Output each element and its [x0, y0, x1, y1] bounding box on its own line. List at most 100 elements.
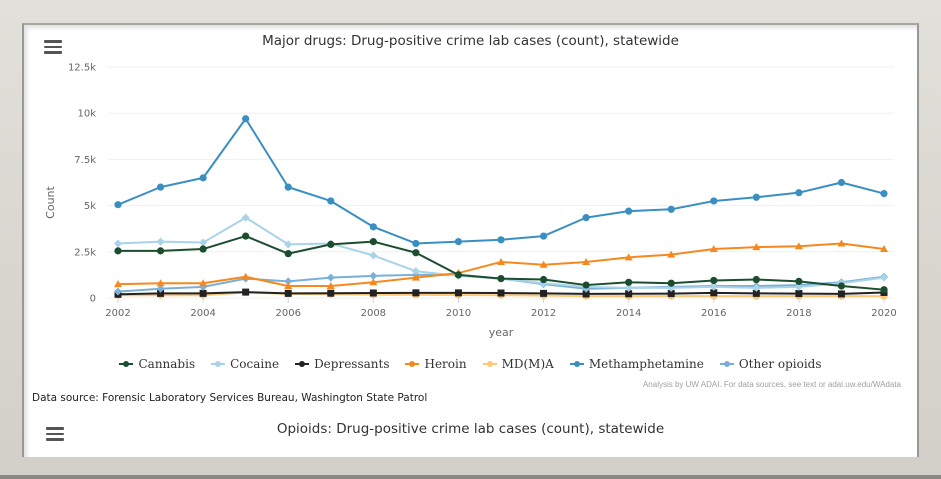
data-point	[114, 287, 122, 296]
data-point	[880, 273, 888, 282]
legend-marker-icon	[295, 360, 310, 368]
data-point	[880, 189, 888, 198]
legend-label: Other opioids	[738, 357, 822, 371]
x-tick-label: 2004	[190, 308, 215, 319]
x-tick-label: 2018	[786, 308, 811, 319]
y-tick-label: 0	[90, 294, 96, 305]
legend-item-cocaine[interactable]: Cocaine	[211, 357, 279, 371]
data-point	[156, 279, 165, 287]
data-point	[752, 243, 761, 251]
data-point	[497, 257, 505, 265]
data-point	[582, 214, 590, 222]
legend-marker-icon	[482, 360, 497, 368]
data-point	[156, 183, 165, 191]
x-tick-label: 2014	[616, 308, 641, 319]
hamburger-menu-icon-bar	[44, 51, 62, 54]
hamburger-menu-icon-bar	[46, 432, 64, 435]
data-point	[327, 240, 335, 249]
chart-menu-button[interactable]	[44, 40, 62, 54]
data-point	[624, 283, 633, 292]
legend-item-other-opioids[interactable]: Other opioids	[719, 357, 822, 371]
data-point	[241, 272, 250, 280]
legend-label: Depressants	[314, 357, 390, 371]
data-point	[625, 207, 633, 215]
data-point	[199, 289, 207, 297]
data-point	[752, 193, 760, 201]
y-tick-label: 10k	[77, 109, 96, 120]
x-tick-label: 2010	[446, 308, 471, 319]
legend-marker-icon	[211, 360, 226, 368]
data-point	[497, 274, 505, 283]
data-point	[284, 250, 292, 258]
x-axis-title: year	[489, 326, 514, 339]
data-point	[369, 223, 377, 231]
data-point	[242, 288, 250, 296]
data-point	[156, 284, 165, 293]
data-point	[795, 277, 803, 285]
data-point	[327, 197, 335, 205]
data-point	[369, 238, 377, 246]
data-point	[411, 273, 420, 281]
data-point	[625, 278, 633, 286]
legend-label: Cocaine	[230, 357, 280, 371]
data-point	[199, 238, 208, 247]
y-tick-label: 2.5k	[74, 247, 96, 258]
data-point	[795, 290, 803, 298]
data-point	[454, 289, 462, 297]
data-point	[412, 289, 420, 297]
data-point	[795, 189, 803, 197]
data-point	[241, 213, 250, 222]
data-point	[199, 174, 207, 182]
data-point	[199, 279, 208, 287]
data-point	[880, 286, 888, 294]
legend-label: MD(M)A	[501, 357, 554, 371]
data-point	[369, 271, 378, 280]
data-point	[284, 277, 293, 286]
hamburger-menu-icon	[46, 427, 64, 430]
data-point	[369, 278, 378, 286]
hamburger-menu-icon	[44, 40, 62, 43]
series-cannabis	[114, 232, 888, 294]
data-point	[837, 290, 845, 298]
data-point	[454, 271, 463, 279]
y-tick-label: 5k	[84, 201, 96, 212]
line-chart: 0 2.5k 5k 7.5k 10k 12.5k 2002 2004 2006 2008 2010 2…	[44, 63, 897, 340]
data-point	[326, 273, 335, 282]
data-point	[157, 289, 165, 297]
data-point	[539, 275, 548, 284]
legend-label: Methamphetamine	[588, 357, 704, 371]
data-point	[114, 280, 122, 288]
chart-title: Major drugs: Drug-positive crime lab cas…	[262, 33, 679, 49]
data-point	[710, 276, 718, 285]
data-point	[540, 289, 548, 297]
data-point	[412, 249, 420, 257]
data-point	[794, 282, 803, 291]
chart2-menu-button[interactable]	[46, 427, 64, 441]
data-point	[837, 282, 846, 290]
data-point	[114, 247, 122, 255]
x-tick-label: 2016	[701, 308, 726, 319]
legend-label: Cannabis	[138, 357, 196, 371]
data-point	[667, 250, 676, 258]
data-point	[369, 251, 378, 260]
data-point	[539, 260, 548, 268]
data-point	[156, 247, 165, 255]
chart-credit: Analysis by UW ADAI. For data sources, s…	[642, 380, 901, 389]
legend-label: Heroin	[424, 357, 467, 371]
data-point	[667, 205, 675, 213]
legend-item-md-m-a[interactable]: MD(M)A	[482, 357, 554, 371]
legend-item-depressants[interactable]: Depressants	[295, 357, 389, 371]
data-point	[284, 183, 292, 191]
legend-item-heroin[interactable]: Heroin	[405, 357, 467, 371]
data-point	[752, 289, 760, 297]
data-point	[284, 240, 293, 249]
legend-item-cannabis[interactable]: Cannabis	[119, 357, 195, 371]
x-tick-label: 2012	[531, 308, 556, 319]
data-point	[625, 290, 633, 298]
data-point	[326, 281, 335, 289]
data-point	[837, 239, 846, 247]
data-point	[794, 242, 803, 250]
legend-item-methamphetamine[interactable]: Methamphetamine	[569, 357, 704, 371]
data-point	[114, 201, 122, 209]
data-point	[284, 289, 292, 297]
